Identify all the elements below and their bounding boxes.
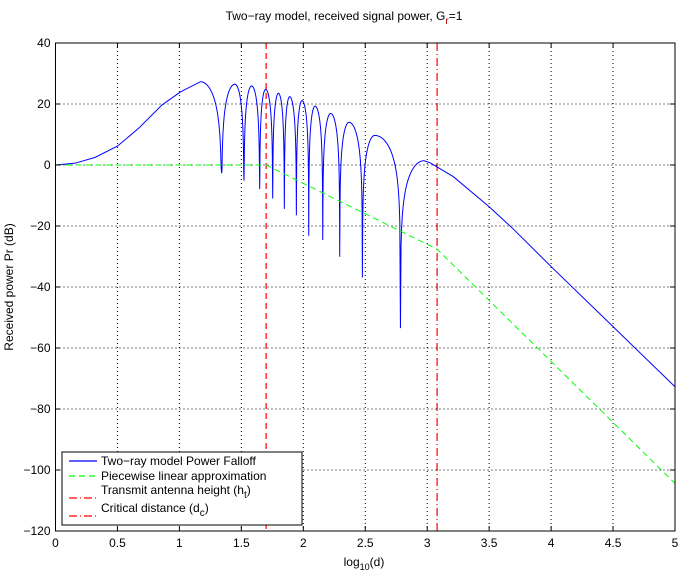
x-tick-label: 2.5 (357, 536, 374, 550)
x-tick-label: 2 (300, 536, 307, 550)
y-tick-label: −60 (30, 341, 51, 355)
x-tick-label: 5 (672, 536, 679, 550)
legend-label: Piecewise linear approximation (101, 469, 266, 483)
y-tick-label: −80 (30, 402, 51, 416)
chart-title: Two−ray model, received signal power, Gr… (226, 9, 463, 27)
legend-label: Two−ray model Power Falloff (101, 454, 257, 468)
y-tick-label: −20 (30, 219, 51, 233)
series-line-0 (55, 81, 676, 388)
x-tick-label: 4.5 (605, 536, 622, 550)
y-tick-label: 20 (37, 97, 51, 111)
y-tick-label: 40 (37, 36, 51, 50)
x-tick-label: 1.5 (233, 536, 250, 550)
x-tick-label: 0 (52, 536, 59, 550)
ticks: 0 0.5 1 1.5 2 2.5 3 3.5 4 4.5 5 −120 −100 −80 −60 −40 −2… (23, 36, 678, 550)
x-tick-label: 4 (548, 536, 555, 550)
x-tick-label: 3.5 (481, 536, 498, 550)
x-tick-label: 0.5 (109, 536, 126, 550)
x-tick-label: 1 (176, 536, 183, 550)
y-tick-label: −40 (30, 280, 51, 294)
legend-label: Critical distance (dc) (101, 501, 209, 519)
x-axis-label: log10(d) (344, 555, 385, 572)
series-line-1 (55, 164, 676, 484)
y-tick-label: 0 (44, 158, 51, 172)
legend-label: Transmit antenna height (ht) (101, 483, 251, 501)
y-tick-label: −100 (23, 463, 50, 477)
plot-lines (55, 43, 676, 531)
x-tick-label: 3 (424, 536, 431, 550)
legend-box (61, 451, 303, 526)
y-tick-label: −120 (23, 524, 50, 538)
y-axis-label: Received power Pr (dB) (2, 223, 16, 350)
